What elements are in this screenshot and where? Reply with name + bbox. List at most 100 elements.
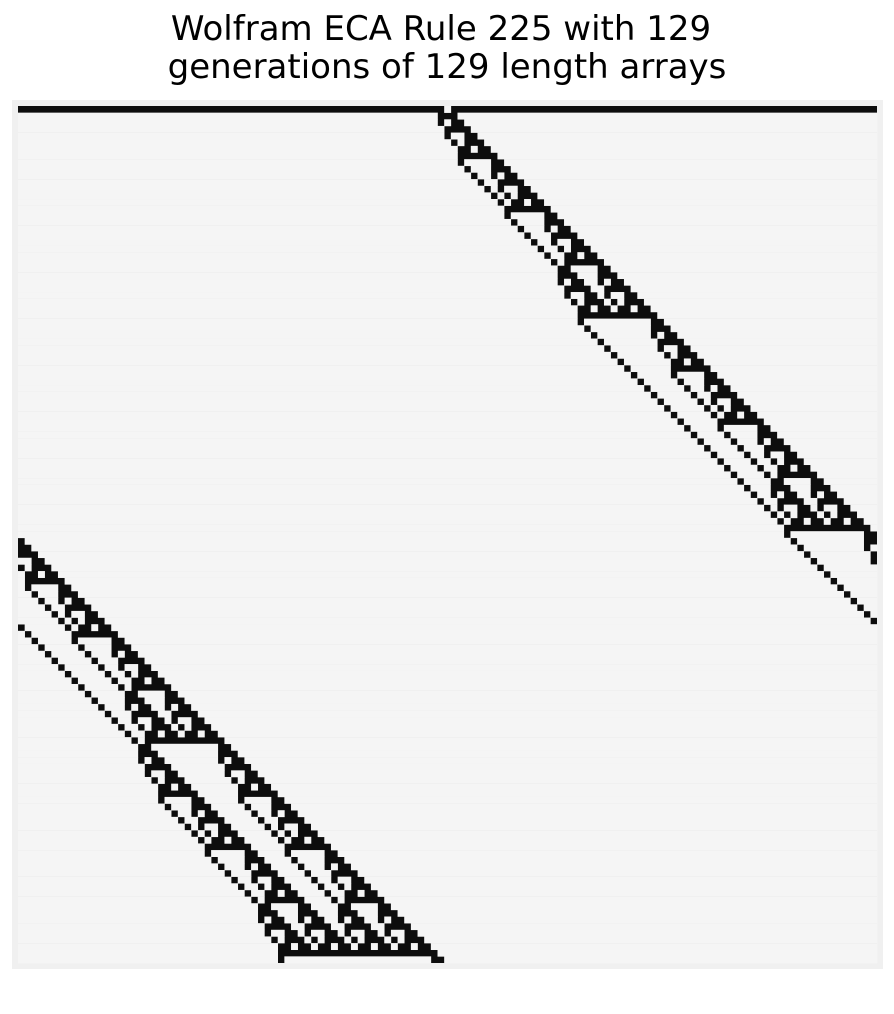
live-cell-run <box>710 365 878 373</box>
live-cell-run <box>18 172 472 180</box>
live-cell-run <box>18 683 79 691</box>
live-cell-run <box>703 438 731 446</box>
live-cell-run <box>18 737 132 745</box>
live-cell-run <box>723 378 878 386</box>
live-cell-run <box>490 185 498 193</box>
live-cell-run <box>18 112 438 120</box>
live-cell-run <box>623 278 878 286</box>
live-cell-run <box>18 803 165 811</box>
live-cell-run <box>18 424 685 432</box>
live-cell-run <box>584 278 598 286</box>
live-cell-run <box>18 577 25 585</box>
live-cell-run <box>244 883 259 891</box>
live-cell-run <box>357 909 378 917</box>
live-cell-run <box>51 564 818 572</box>
live-cell-run <box>790 464 798 472</box>
live-cell-run <box>18 604 45 612</box>
live-cell-run <box>171 723 179 731</box>
live-cell-run <box>251 889 265 897</box>
live-cell-run <box>18 637 32 645</box>
live-cell-run <box>91 690 125 698</box>
live-cell-run <box>670 404 705 412</box>
live-cell-run <box>843 584 878 592</box>
live-cell-run <box>390 943 398 951</box>
live-cell-run <box>643 378 678 386</box>
live-cell-run <box>850 504 878 512</box>
live-cell-run <box>857 511 878 519</box>
live-cell-run <box>18 850 205 857</box>
live-cell-run <box>717 398 731 406</box>
live-cell-run <box>184 816 199 824</box>
live-cell-run <box>18 657 52 665</box>
live-cell-run <box>743 398 878 406</box>
live-cell-run <box>823 517 831 525</box>
live-cell-run <box>131 730 145 738</box>
live-cell-run <box>690 424 718 432</box>
live-cell-run <box>397 936 405 944</box>
live-cell-run <box>683 378 705 386</box>
live-cell-run <box>231 823 265 831</box>
live-cell-run <box>18 159 458 167</box>
live-cell-run <box>823 504 838 512</box>
live-cell-run <box>18 730 125 738</box>
live-cell-run <box>837 577 878 585</box>
live-cell-run <box>64 664 99 671</box>
live-cell-run <box>570 265 598 273</box>
live-cell-run <box>18 225 518 233</box>
live-cell-run <box>324 916 338 924</box>
live-cell-run <box>577 252 585 260</box>
live-cell-run <box>444 119 452 127</box>
live-cell-run <box>18 790 159 798</box>
live-cell-run <box>18 192 492 200</box>
live-cell-run <box>277 889 285 897</box>
live-cell-run <box>171 683 878 691</box>
live-cell-run <box>377 929 385 937</box>
live-cell-run <box>517 218 545 226</box>
live-cell-run <box>737 411 745 419</box>
live-cell-run <box>650 305 878 313</box>
live-cell-run <box>763 418 878 426</box>
live-cell-run <box>117 717 132 725</box>
live-cell-run <box>18 757 139 764</box>
live-cell-run <box>330 923 345 931</box>
live-cell-run <box>77 590 845 598</box>
live-cell-run <box>151 743 219 751</box>
live-cell-run <box>171 763 225 771</box>
live-cell-run <box>18 119 438 127</box>
live-cell-run <box>570 292 585 299</box>
live-cell-run <box>18 896 252 904</box>
live-cell-run <box>344 936 352 944</box>
live-cell-run <box>271 783 878 791</box>
live-cell-run <box>64 577 831 585</box>
live-cell-run <box>663 398 698 406</box>
live-cell-run <box>330 843 878 851</box>
live-cell-run <box>197 810 205 818</box>
live-cell-run <box>18 903 259 911</box>
live-cell-run <box>630 305 638 313</box>
live-cell-run <box>18 531 785 539</box>
live-cell-run <box>18 617 59 625</box>
live-cell-run <box>104 664 119 671</box>
live-cell-run <box>197 730 205 738</box>
live-cell-run <box>104 703 125 711</box>
live-cell-run <box>603 298 611 306</box>
live-cell-run <box>18 843 205 851</box>
live-cell-run <box>131 703 139 711</box>
live-cell-run <box>18 750 139 758</box>
live-cell-run <box>18 378 638 386</box>
live-cell-run <box>224 757 232 764</box>
live-cell-run <box>291 803 878 811</box>
live-cell-run <box>370 943 378 951</box>
live-cell-run <box>44 597 59 605</box>
live-cell-run <box>291 830 298 838</box>
live-cell-run <box>18 371 631 379</box>
live-cell-run <box>417 929 878 937</box>
live-cell-run <box>18 245 538 253</box>
live-cell-run <box>750 451 765 459</box>
live-cell-run <box>837 491 878 499</box>
live-cell-run <box>470 145 478 153</box>
live-cell-run <box>530 232 552 240</box>
live-cell-run <box>277 869 305 877</box>
live-cell-run <box>18 697 92 705</box>
live-cell-run <box>18 179 478 187</box>
